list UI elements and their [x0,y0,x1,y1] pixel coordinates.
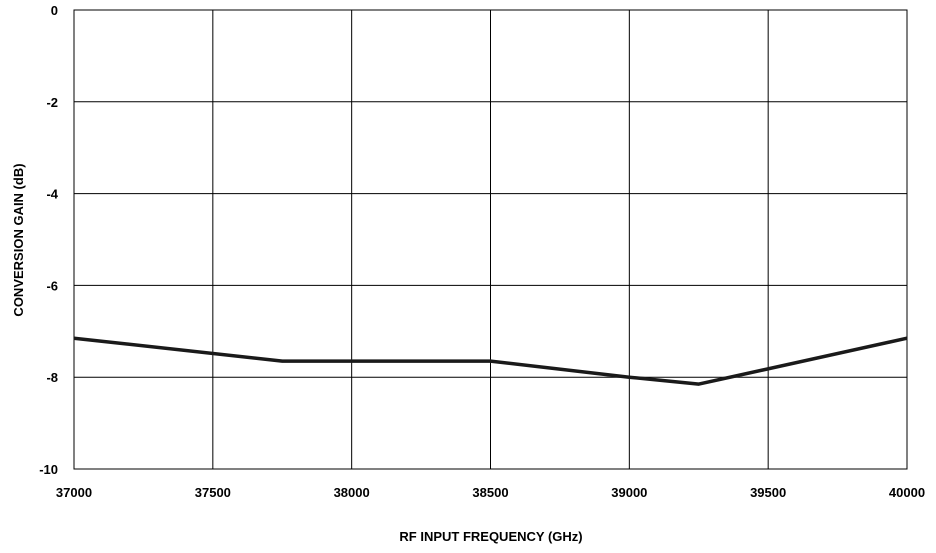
x-tick-label: 37500 [195,485,231,500]
x-axis-tick-labels: 37000 37500 38000 38500 39000 39500 40000 [56,485,925,500]
y-tick-label: 0 [51,3,58,18]
y-tick-label: -8 [46,370,58,385]
y-tick-label: -10 [39,462,58,477]
x-axis-title: RF INPUT FREQUENCY (GHz) [399,529,582,544]
x-tick-label: 39000 [611,485,647,500]
x-tick-label: 39500 [750,485,786,500]
y-axis-tick-labels: 0 -2 -4 -6 -8 -10 [39,3,59,477]
series-layer [73,336,908,386]
x-tick-label: 37000 [56,485,92,500]
y-tick-label: -4 [46,187,58,202]
conversion-gain-series-line [73,336,908,386]
x-tick-label: 38500 [472,485,508,500]
grid [73,9,908,470]
x-tick-label: 40000 [889,485,925,500]
y-tick-label: -2 [46,95,58,110]
x-tick-label: 38000 [334,485,370,500]
y-tick-label: -6 [46,278,58,293]
y-axis-title: CONVERSION GAIN (dB) [11,163,26,316]
plot-area-frame [73,9,908,470]
